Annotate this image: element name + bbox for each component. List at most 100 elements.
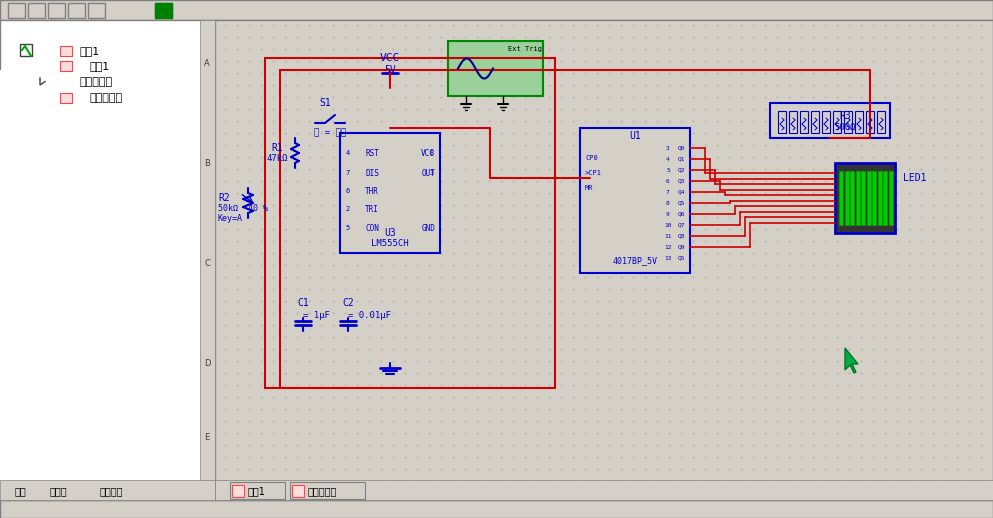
Text: 6: 6 [346,188,351,194]
Text: 8: 8 [666,200,670,206]
Bar [866,111,874,133]
Bar [60,93,72,103]
Bar [448,41,543,96]
Bar [0,20,215,500]
Bar [48,3,65,18]
Bar [340,133,440,253]
Text: B: B [205,159,210,167]
Text: VCC: VCC [380,53,400,63]
Bar [811,111,819,133]
Bar [290,482,365,499]
Text: D: D [204,358,211,367]
Text: Ext Trig: Ext Trig [508,46,542,52]
Text: Key=A: Key=A [218,213,243,223]
Text: GND: GND [421,223,435,233]
Text: 4017BP_5V: 4017BP_5V [613,256,657,266]
Bar [230,482,285,499]
Text: C1: C1 [297,298,309,308]
Bar [867,171,871,225]
Text: Q1: Q1 [677,156,685,162]
Text: 项目视图: 项目视图 [100,486,123,496]
Text: OUT: OUT [421,168,435,178]
Text: 47kΩ: 47kΩ [266,153,288,163]
Text: 3: 3 [430,170,434,176]
Bar [883,171,887,225]
Text: 设计1: 设计1 [80,46,100,56]
Bar [835,163,895,233]
Text: 7: 7 [346,170,351,176]
Bar [872,171,876,225]
Text: 7: 7 [666,190,670,194]
Text: 50kΩ  40 %: 50kΩ 40 % [218,204,268,212]
Text: C: C [205,258,210,267]
Bar [877,111,885,133]
Text: 8: 8 [430,150,434,156]
Bar [155,3,172,18]
Text: Q5: Q5 [677,200,685,206]
Text: Q7: Q7 [677,223,685,227]
Text: 6: 6 [666,179,670,183]
Bar [0,500,993,518]
Bar [778,111,786,133]
Text: 4: 4 [346,150,351,156]
Bar [28,3,45,18]
Text: U3: U3 [384,228,396,238]
Bar [292,485,304,497]
Text: = 0.01μF: = 0.01μF [348,310,391,320]
Text: U1: U1 [630,131,640,141]
Text: Q8: Q8 [677,234,685,238]
Bar [844,171,848,225]
Text: R1: R1 [271,143,283,153]
Bar [0,70,200,500]
Bar [850,171,854,225]
Bar [878,171,882,225]
Text: 层级: 层级 [15,486,27,496]
Bar [60,46,72,56]
Bar [855,111,863,133]
Bar [215,20,993,500]
Text: 键 = 空格: 键 = 空格 [314,128,347,137]
Polygon shape [845,348,858,373]
Text: LM555CH: LM555CH [371,238,409,248]
Text: 13: 13 [664,255,671,261]
Bar [232,485,244,497]
Text: Q0: Q0 [677,146,685,151]
Bar [844,111,852,133]
Text: 数字跑马灯: 数字跑马灯 [80,77,113,87]
Text: 设计1: 设计1 [90,61,110,71]
Bar [200,20,215,500]
Bar [265,58,555,388]
Text: LED1: LED1 [904,173,926,183]
Bar [60,61,72,71]
Text: MR: MR [585,185,594,191]
Text: A: A [205,59,210,67]
Text: TRI: TRI [365,205,379,213]
Text: 3: 3 [666,146,670,151]
Bar [0,0,993,20]
Text: Q6: Q6 [677,211,685,217]
Bar [839,171,843,225]
Text: RST: RST [365,149,379,157]
Text: Q3: Q3 [677,179,685,183]
Text: >CP1: >CP1 [585,170,602,176]
Text: C2: C2 [343,298,354,308]
Bar [580,128,690,273]
Text: THR: THR [365,186,379,195]
Text: CON: CON [365,223,379,233]
Bar [68,3,85,18]
Bar [822,111,830,133]
Text: 9: 9 [666,211,670,217]
Text: 12: 12 [664,244,671,250]
Text: Q5: Q5 [677,255,685,261]
Bar [789,111,797,133]
Text: Q2: Q2 [677,167,685,172]
Text: 设计1: 设计1 [248,486,266,496]
Bar [0,480,215,500]
Bar [215,480,993,500]
Text: 2: 2 [346,206,351,212]
Bar [8,3,25,18]
Text: VCC: VCC [421,149,435,157]
Text: 4: 4 [666,156,670,162]
Text: = 1μF: = 1μF [303,310,330,320]
Bar [889,171,893,225]
